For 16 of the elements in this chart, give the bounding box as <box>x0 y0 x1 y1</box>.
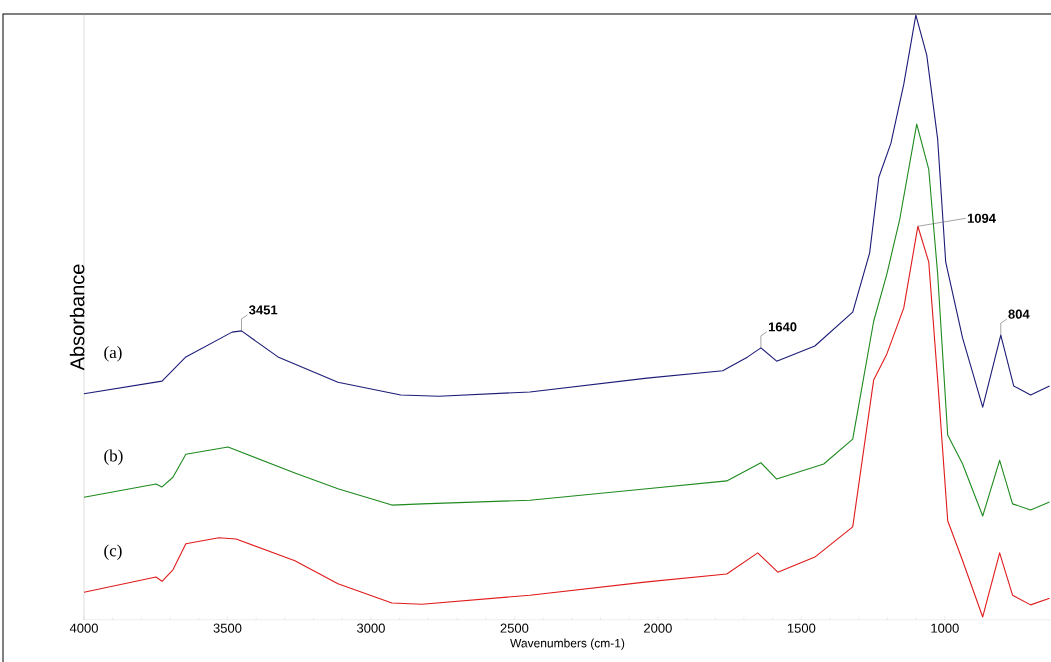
x-tick-label: 4000 <box>69 623 98 633</box>
x-axis-title: Wavenumbers (cm-1) <box>510 638 625 650</box>
annotation: 804 <box>1008 309 1030 319</box>
series-label: (c) <box>104 544 122 560</box>
annotation: 1640 <box>768 322 797 332</box>
series-label: (a) <box>104 346 122 362</box>
y-axis-title: Absorbance <box>69 264 85 371</box>
x-tick-label: 1000 <box>931 623 959 633</box>
annotation: 1094 <box>967 213 996 223</box>
x-tick-label: 1500 <box>787 623 816 633</box>
annotation: 3451 <box>249 305 278 315</box>
x-tick-label: 2000 <box>644 623 672 633</box>
x-tick-label: 3000 <box>356 623 385 633</box>
series-label: (b) <box>104 449 123 465</box>
x-tick-label: 3500 <box>213 623 242 633</box>
x-tick-label: 2500 <box>500 623 529 633</box>
